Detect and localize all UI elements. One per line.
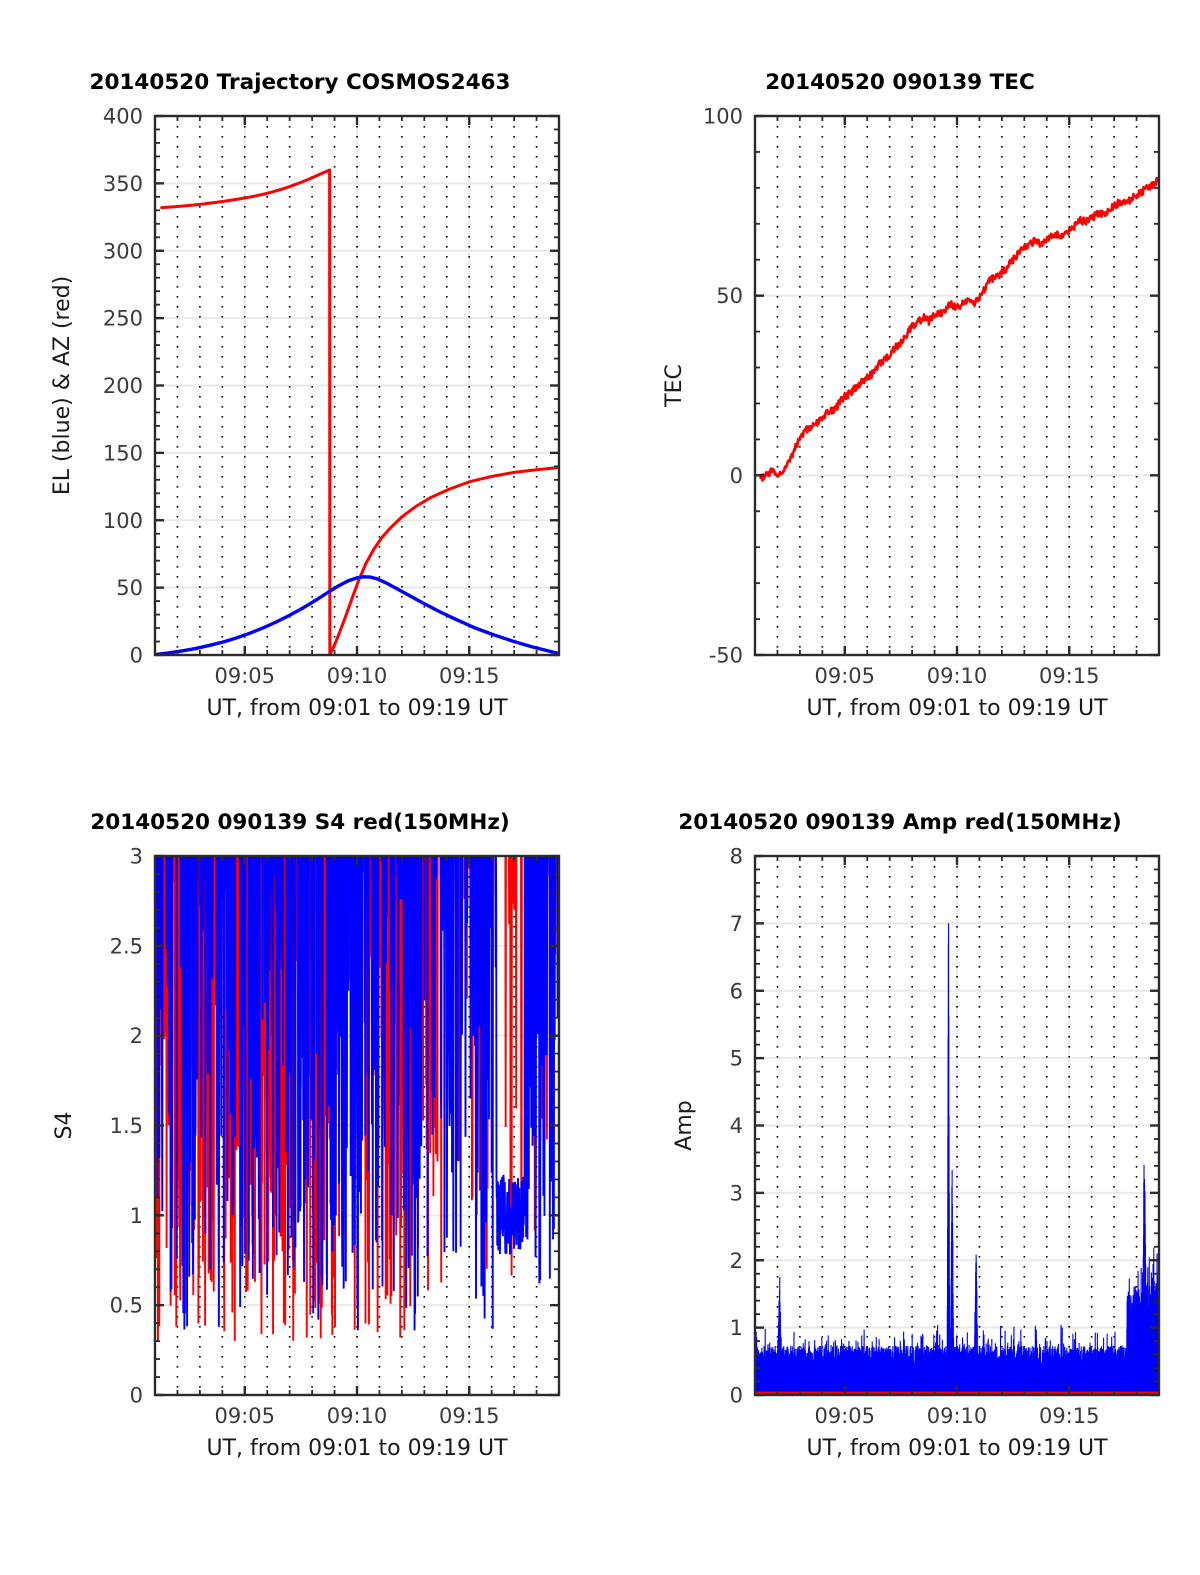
svg-text:200: 200 [103,374,143,398]
svg-text:-50: -50 [709,644,743,668]
svg-text:09:15: 09:15 [439,1404,500,1428]
panel-s4: 20140520 090139 S4 red(150MHz) 0 0.5 1 1.5 2… [0,810,600,1490]
svg-text:09:10: 09:10 [927,664,988,688]
svg-text:0: 0 [730,1384,743,1408]
svg-text:250: 250 [103,307,143,331]
svg-text:2: 2 [730,1249,743,1273]
svg-text:400: 400 [103,105,143,129]
svg-text:0: 0 [730,464,743,488]
svg-text:TEC: TEC [662,364,687,408]
svg-text:UT, from 09:01 to 09:19 UT: UT, from 09:01 to 09:19 UT [806,696,1108,721]
svg-text:50: 50 [716,284,743,308]
svg-text:UT, from 09:01 to 09:19 UT: UT, from 09:01 to 09:19 UT [206,1436,508,1461]
svg-text:4: 4 [730,1114,743,1138]
svg-text:350: 350 [103,172,143,196]
svg-text:100: 100 [103,509,143,533]
panel-amp-svg: 0 1 2 3 4 5 6 7 8 09:05 09:10 09:15 Amp UT, from 09:0… [672,845,1161,1461]
svg-text:09:05: 09:05 [215,1404,276,1428]
svg-text:3: 3 [730,1181,743,1205]
svg-text:6: 6 [730,979,743,1003]
panel-tec: 20140520 090139 TEC -50 0 50 100 09:05 09:10 0… [600,70,1200,730]
svg-text:100: 100 [703,105,743,129]
panel-amp: 20140520 090139 Amp red(150MHz) 0 1 2 3 4 5 6 7… [600,810,1200,1490]
panel-s4-svg: 0 0.5 1 1.5 2 2.5 3 09:05 09:10 09:15 S4 UT, from 0… [52,845,561,1461]
svg-text:2.5: 2.5 [110,934,143,958]
panel-trajectory-svg: 0 50 100 150 200 250 300 350 400 09:05 09:10 09:15 E… [50,105,561,721]
svg-text:UT, from 09:01 to 09:19 UT: UT, from 09:01 to 09:19 UT [206,696,508,721]
svg-text:8: 8 [730,845,743,869]
panel-tec-svg: -50 0 50 100 09:05 09:10 09:15 TEC UT, from 09:0… [662,105,1161,721]
svg-text:09:05: 09:05 [815,1404,876,1428]
svg-text:1.5: 1.5 [110,1114,143,1138]
svg-text:09:10: 09:10 [927,1404,988,1428]
svg-text:EL (blue) & AZ (red): EL (blue) & AZ (red) [50,276,75,495]
svg-text:0.5: 0.5 [110,1294,143,1318]
panel-tec-title: 20140520 090139 TEC [765,70,1035,95]
svg-text:2: 2 [130,1024,143,1048]
svg-text:09:15: 09:15 [1039,664,1100,688]
svg-text:09:10: 09:10 [327,664,388,688]
svg-text:150: 150 [103,441,143,465]
svg-text:5: 5 [730,1047,743,1071]
svg-text:Amp: Amp [672,1100,697,1150]
svg-text:1: 1 [130,1204,143,1228]
svg-text:09:05: 09:05 [815,664,876,688]
svg-text:UT, from 09:01 to 09:19 UT: UT, from 09:01 to 09:19 UT [806,1436,1108,1461]
svg-text:09:05: 09:05 [215,664,276,688]
svg-text:1: 1 [730,1316,743,1340]
svg-text:3: 3 [130,845,143,869]
svg-text:09:15: 09:15 [439,664,500,688]
svg-text:0: 0 [130,644,143,668]
svg-text:300: 300 [103,239,143,263]
panel-trajectory: 20140520 Trajectory COSMOS2463 0 50 100 150… [0,70,600,730]
svg-text:09:15: 09:15 [1039,1404,1100,1428]
svg-text:50: 50 [116,576,143,600]
panel-s4-title: 20140520 090139 S4 red(150MHz) [90,810,510,835]
svg-text:0: 0 [130,1384,143,1408]
panel-amp-title: 20140520 090139 Amp red(150MHz) [678,810,1122,835]
panel-trajectory-title: 20140520 Trajectory COSMOS2463 [89,70,511,95]
svg-text:7: 7 [730,912,743,936]
svg-text:09:10: 09:10 [327,1404,388,1428]
svg-text:S4: S4 [52,1112,77,1140]
